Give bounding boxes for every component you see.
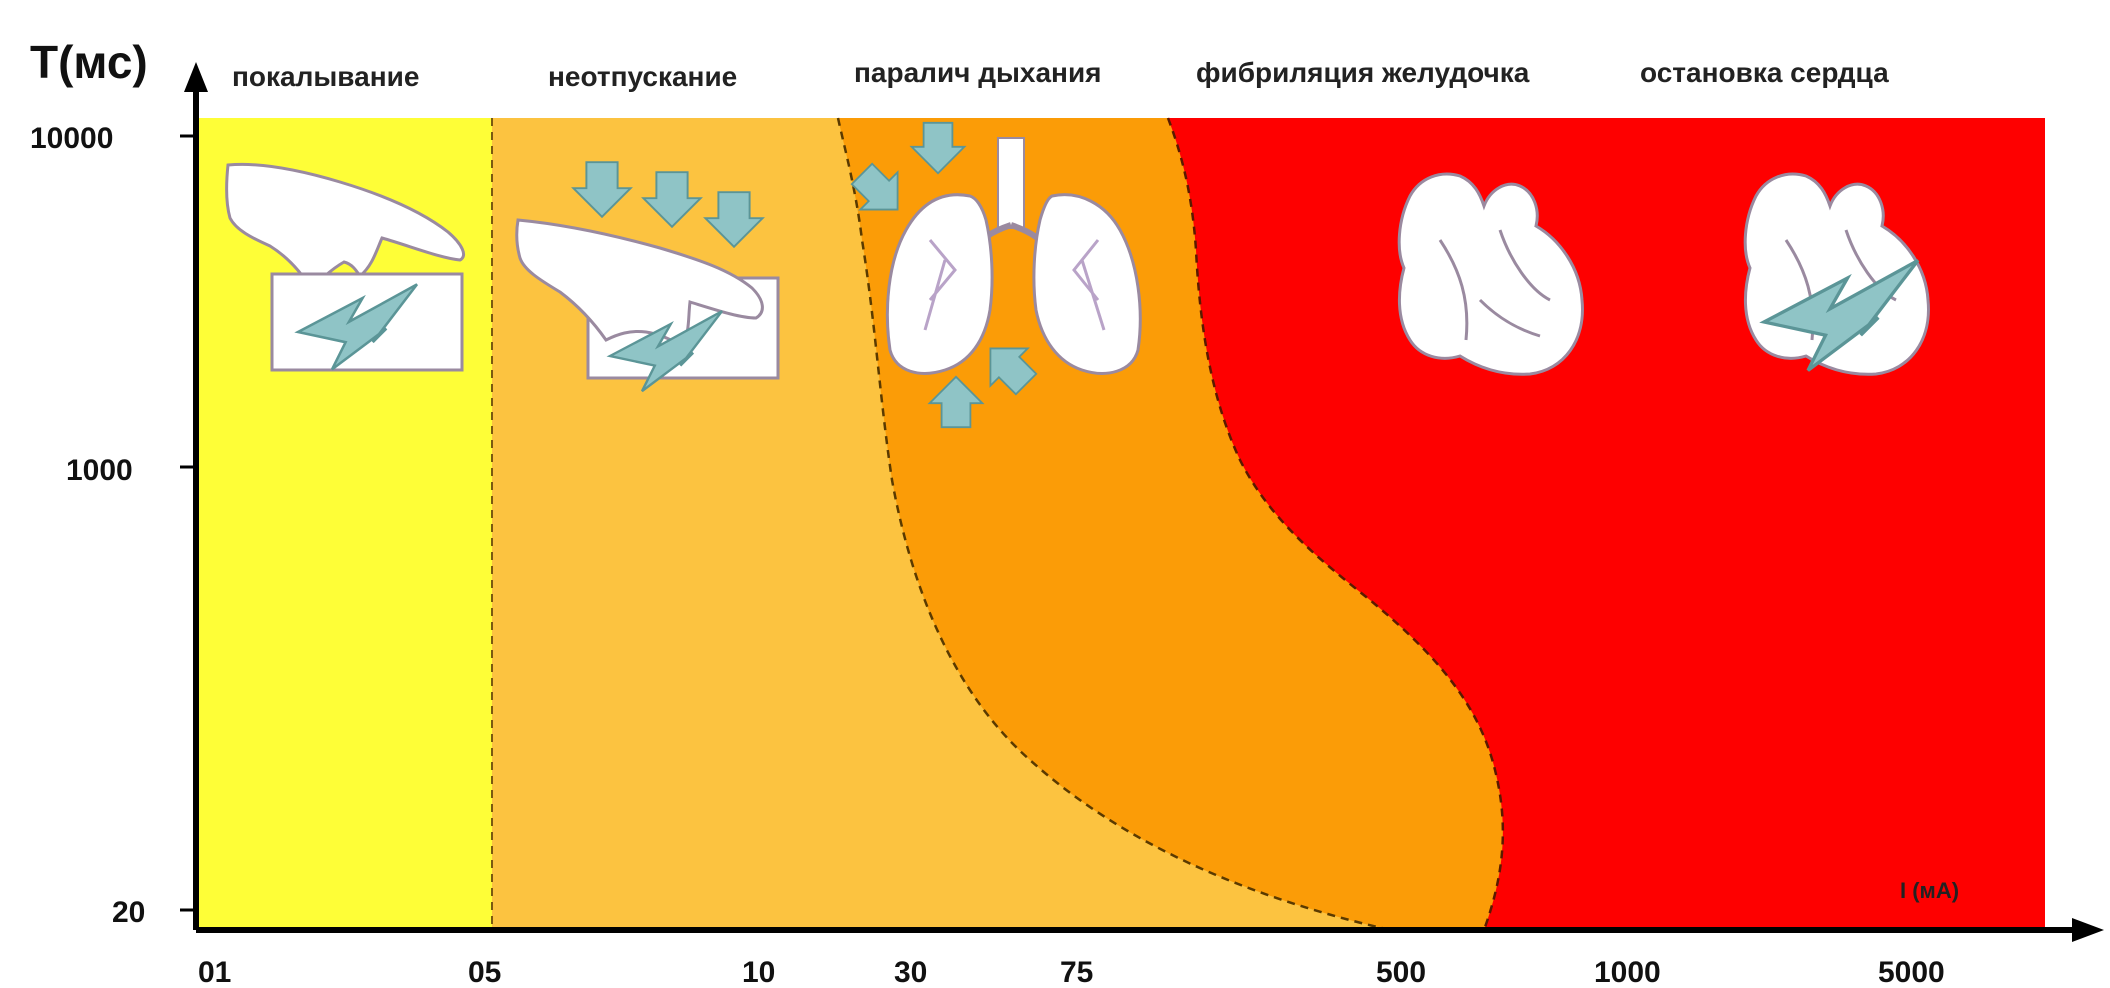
x-tick-label-5000: 5000 <box>1878 956 1945 988</box>
zone-label-ventricular-fibrillation: фибриляция желудочка <box>1196 57 1530 88</box>
x-axis-arrow-icon <box>2072 918 2104 942</box>
x-tick-label-05: 05 <box>468 956 501 988</box>
heart-with-lightning-icon <box>1743 172 1930 376</box>
x-tick-label-10: 10 <box>742 956 775 988</box>
lungs-with-arrows-icon <box>842 121 1142 429</box>
y-tick-label-20: 20 <box>112 896 145 929</box>
boundary-line-fibrillation <box>1166 117 1505 931</box>
zone-label-cardiac-arrest: остановка сердца <box>1640 57 1889 88</box>
zone-label-cannot-let-go: неотпускание <box>548 61 737 92</box>
heart-icon <box>1397 172 1584 376</box>
boundary-line-respiratory <box>836 117 1391 932</box>
y-tick-label-1000: 1000 <box>66 454 133 487</box>
x-axis-unit-label: I (мА) <box>1900 878 1959 903</box>
y-tick-label-10000: 10000 <box>30 122 113 155</box>
x-tick-label-75: 75 <box>1060 956 1093 988</box>
y-axis-arrow-icon <box>184 62 208 92</box>
x-tick-label-1000: 1000 <box>1594 956 1661 988</box>
x-tick-label-01: 01 <box>198 956 231 988</box>
zone-label-tingling: покалывание <box>232 61 419 92</box>
x-tick-label-30: 30 <box>894 956 927 988</box>
hand-gripping-box-with-pressure-arrows-icon <box>515 161 780 393</box>
zone-label-respiratory-paralysis: паралич дыхания <box>854 57 1102 88</box>
hand-touching-electrified-box-icon <box>225 162 465 372</box>
x-tick-label-500: 500 <box>1376 956 1426 988</box>
y-axis-title: T(мс) <box>30 36 148 88</box>
